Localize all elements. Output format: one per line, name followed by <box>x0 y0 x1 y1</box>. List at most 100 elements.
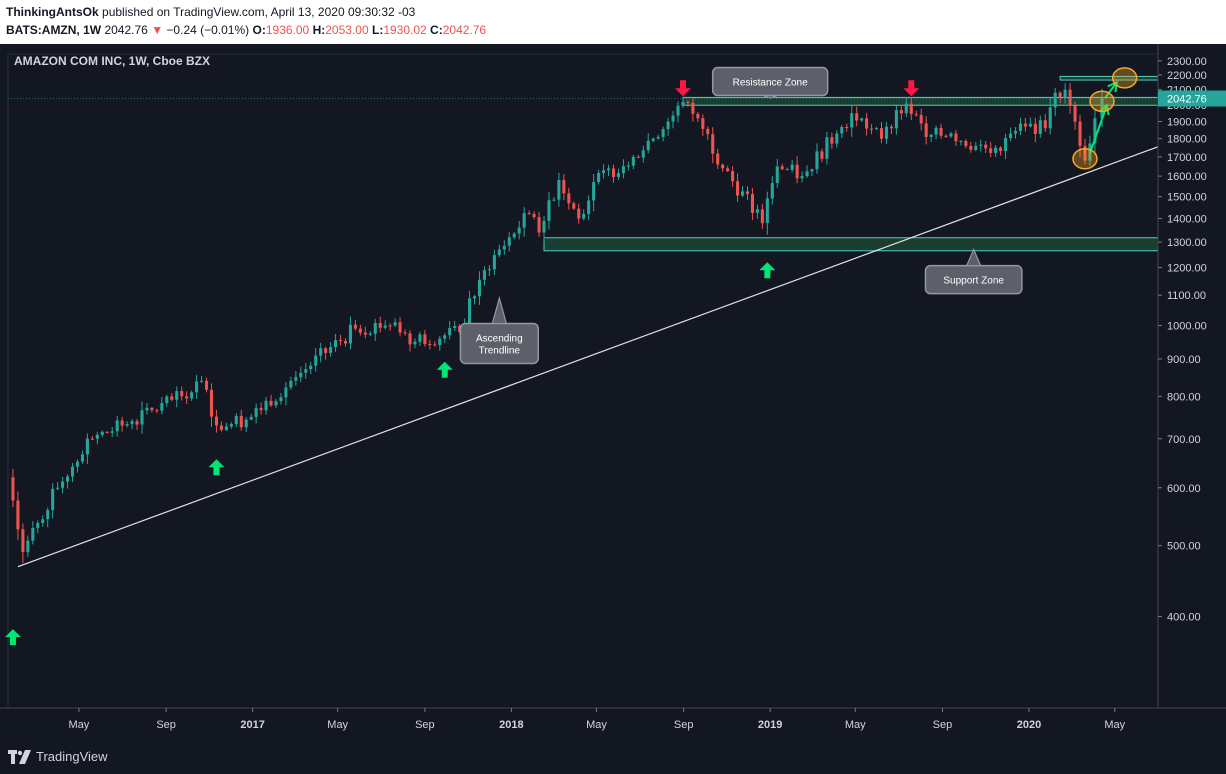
candle-body <box>661 129 665 137</box>
candle-body <box>616 173 620 177</box>
candle-body <box>100 431 104 435</box>
time-tick-label: 2020 <box>1017 719 1041 731</box>
candle-body <box>731 171 735 182</box>
callout-text: Resistance Zone <box>733 78 808 89</box>
candle-body <box>666 121 670 130</box>
candle-body <box>66 476 70 482</box>
candle-body <box>309 365 313 370</box>
candle-body <box>592 182 596 201</box>
candle-body <box>606 168 611 171</box>
candle-body <box>294 377 298 381</box>
chart-title: AMAZON COM INC, 1W, Cboe BZX <box>14 54 210 68</box>
candle-body <box>75 461 80 467</box>
candle-body <box>21 529 25 553</box>
candle-body <box>428 343 432 345</box>
candle-body <box>468 298 472 325</box>
candle-body <box>343 340 348 344</box>
callout-text: Ascending <box>476 333 523 344</box>
callout-text: Trendline <box>479 345 521 356</box>
price-chart[interactable]: AMAZON COM INC, 1W, Cboe BZX Resistance … <box>0 44 1226 738</box>
candle-body <box>830 137 834 144</box>
candle-body <box>840 127 844 134</box>
candle-body <box>552 199 556 201</box>
candle-body <box>706 128 710 135</box>
candle-body <box>125 424 129 426</box>
candle-body <box>1083 145 1087 161</box>
candle-body <box>180 391 184 397</box>
candle-body <box>408 333 412 345</box>
candle-body <box>398 322 402 333</box>
candle-body <box>641 150 645 158</box>
candle-body <box>979 144 983 146</box>
candle-body <box>994 147 998 153</box>
candle-body <box>130 421 134 425</box>
candle-body <box>1063 89 1067 98</box>
arrow-up-icon <box>759 262 776 279</box>
candle-body <box>26 540 30 553</box>
candle-body <box>636 156 640 158</box>
candle-body <box>1043 120 1047 129</box>
time-tick-label: May <box>586 719 607 731</box>
candle-body <box>254 408 258 417</box>
candle-body <box>279 397 283 402</box>
candle-body <box>363 332 367 335</box>
candle-body <box>368 333 372 335</box>
tradingview-logo[interactable]: TradingView <box>8 749 108 764</box>
candle-body <box>904 103 908 114</box>
candle-body <box>1078 121 1082 146</box>
highlight-circle <box>1089 90 1115 113</box>
last-price: 2042.76 <box>104 23 148 37</box>
price-tick-label: 700.00 <box>1167 434 1201 446</box>
candle-body <box>110 431 114 433</box>
author-name[interactable]: ThinkingAntsOk <box>6 5 99 19</box>
tradingview-brand: TradingView <box>36 749 108 764</box>
candle-body <box>527 213 531 215</box>
candle-body <box>135 421 139 425</box>
candle-body <box>185 396 189 399</box>
low-value: 1930.02 <box>383 23 427 37</box>
candle-body <box>974 145 978 150</box>
open-value: 1936.00 <box>265 23 310 37</box>
candle-body <box>16 500 20 530</box>
candle-body <box>46 510 50 520</box>
candle-body <box>477 279 482 297</box>
candle-body <box>750 194 754 213</box>
candle-body <box>358 328 362 333</box>
time-tick-label: Sep <box>156 719 176 731</box>
candle-body <box>512 233 516 238</box>
candle-body <box>482 270 486 280</box>
candle-body <box>567 193 571 204</box>
last-price-tag <box>1158 90 1226 107</box>
candle-body <box>726 168 730 172</box>
price-tick-label: 900.00 <box>1167 354 1201 366</box>
candle-body <box>964 140 968 147</box>
candle-body <box>497 249 501 256</box>
candle-body <box>224 426 228 430</box>
projection-line <box>1104 81 1118 99</box>
candle-body <box>949 133 953 137</box>
candle-body <box>879 128 884 139</box>
candle-body <box>656 136 660 139</box>
candle-body <box>969 146 973 150</box>
candle-body <box>36 522 40 528</box>
price-tick-label: 1600.00 <box>1167 171 1207 183</box>
candle-body <box>1033 123 1037 134</box>
candle-body <box>959 140 963 142</box>
footer: TradingView <box>0 738 1226 774</box>
arrow-down-icon <box>674 80 691 97</box>
candle-body <box>760 209 764 224</box>
candle-body <box>170 396 174 400</box>
candle-body <box>716 153 720 165</box>
candle-body <box>393 322 397 326</box>
candle-body <box>120 420 124 426</box>
price-tick-label: 1300.00 <box>1167 237 1207 249</box>
ascending-trendline <box>17 146 1159 568</box>
candle-body <box>80 454 84 462</box>
candle-body <box>70 466 75 477</box>
candle-body <box>557 180 561 200</box>
candle-body <box>899 110 903 114</box>
candle-body <box>353 324 357 329</box>
candle-body <box>562 180 566 194</box>
candle-body <box>502 245 506 250</box>
